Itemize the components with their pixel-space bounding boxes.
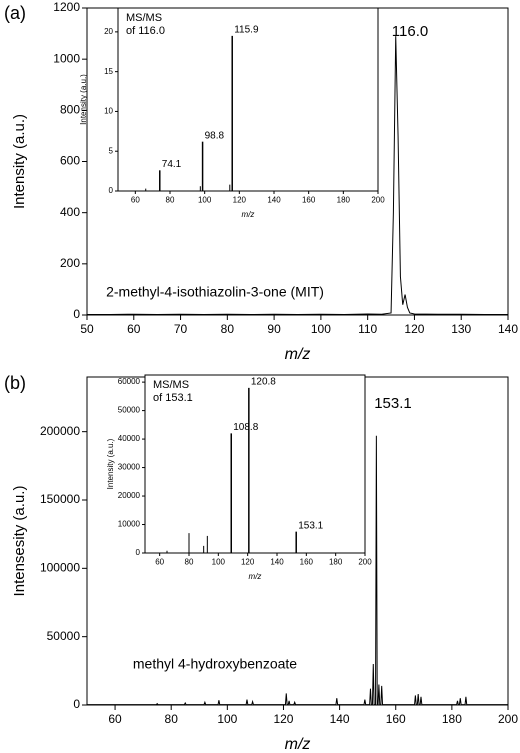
x-tick-label: 140 [498, 322, 518, 336]
x-tick-label: 180 [442, 712, 462, 726]
y-tick-label: 50000 [118, 406, 141, 415]
y-tick-label: 0 [73, 697, 80, 711]
x-tick-label: 130 [451, 322, 471, 336]
x-tick-label: 120 [404, 322, 424, 336]
y-tick-label: 600 [60, 154, 80, 168]
x-tick-label: 120 [241, 558, 255, 567]
x-tick-label: 100 [311, 322, 331, 336]
y-tick-label: 800 [60, 103, 80, 117]
x-tick-label: 180 [337, 196, 351, 205]
peak-label: 115.9 [234, 24, 259, 35]
x-tick-label: 200 [358, 558, 372, 567]
y-axis-label: Intensity (a.u.) [11, 114, 28, 209]
x-tick-label: 180 [329, 558, 343, 567]
y-tick-label: 15 [104, 67, 113, 76]
peak-label: 153.1 [298, 520, 323, 531]
spectrum-line [87, 435, 508, 706]
y-tick-label: 150000 [40, 492, 80, 506]
y-axis-label: Intensity (a.u.) [106, 438, 115, 489]
plot-area [117, 7, 379, 192]
x-tick-label: 80 [166, 196, 175, 205]
inset: 0 5 10 15 20 60 80 100 120 140 160 180 200 m/z Intensi… [79, 7, 385, 219]
x-tick-label: 160 [300, 558, 314, 567]
x-tick-label: 110 [358, 322, 377, 336]
x-tick-label: 80 [221, 322, 235, 336]
y-tick-label: 10 [104, 107, 113, 116]
peak-label: 116.0 [392, 23, 428, 40]
spectrum-line [87, 36, 508, 315]
x-tick-label: 100 [212, 558, 226, 567]
y-tick-label: 20 [104, 27, 113, 36]
peak-label: 120.8 [251, 376, 276, 387]
y-axis-label: Intensity (a.u.) [79, 74, 88, 125]
x-axis-label: m/z [249, 572, 262, 581]
x-axis-label: m/z [242, 210, 255, 219]
y-tick-label: 1000 [53, 51, 80, 65]
y-axis-label: Intensesity (a.u.) [11, 486, 28, 597]
inset-title: of 153.1 [153, 392, 193, 404]
x-tick-label: 60 [131, 196, 140, 205]
x-tick-label: 120 [273, 712, 293, 726]
y-tick-label: 0 [136, 548, 141, 557]
y-tick-label: 10000 [118, 520, 141, 529]
inset-title: of 116.0 [126, 25, 165, 37]
inset-title: MS/MS [153, 379, 189, 391]
y-tick-label: 5 [109, 146, 114, 155]
x-axis-label: m/z [285, 736, 311, 753]
x-tick-label: 80 [165, 712, 179, 726]
peak-label: 74.1 [162, 159, 182, 170]
x-tick-label: 90 [267, 322, 281, 336]
y-tick-label: 0 [109, 186, 114, 195]
panel-label: (a) [4, 3, 26, 23]
y-tick-label: 100000 [40, 561, 80, 575]
peak-label: 98.8 [205, 130, 225, 141]
x-tick-label: 50 [80, 322, 94, 336]
y-tick-label: 200000 [40, 424, 80, 438]
peak-label: 153.1 [374, 395, 412, 412]
x-tick-label: 80 [185, 558, 194, 567]
y-tick-label: 200 [60, 256, 80, 270]
x-tick-label: 120 [233, 196, 247, 205]
compound-name: 2-methyl-4-isothiazolin-3-one (MIT) [106, 284, 324, 300]
x-tick-label: 200 [498, 712, 518, 726]
x-tick-label: 100 [198, 196, 212, 205]
y-tick-label: 0 [73, 307, 80, 321]
y-tick-label: 400 [60, 205, 80, 219]
x-tick-label: 200 [371, 196, 385, 205]
x-tick-label: 140 [267, 196, 281, 205]
x-tick-label: 100 [217, 712, 237, 726]
y-tick-label: 20000 [118, 491, 141, 500]
plot-area [144, 374, 366, 554]
x-axis-label: m/z [285, 346, 311, 363]
x-tick-label: 60 [155, 558, 164, 567]
x-tick-label: 140 [330, 712, 350, 726]
x-tick-label: 160 [386, 712, 406, 726]
x-tick-label: 160 [302, 196, 316, 205]
x-tick-label: 60 [127, 322, 141, 336]
y-tick-label: 50000 [47, 629, 81, 643]
x-tick-label: 60 [108, 712, 122, 726]
peak-label: 108.8 [233, 422, 258, 433]
panel-label: (b) [4, 373, 26, 393]
x-tick-label: 140 [270, 558, 284, 567]
x-tick-label: 70 [174, 322, 188, 336]
inset-title: MS/MS [126, 12, 162, 24]
y-tick-label: 1200 [53, 0, 80, 14]
y-tick-label: 30000 [118, 463, 141, 472]
compound-name: methyl 4-hydroxybenzoate [133, 656, 297, 672]
inset: 0 10000 20000 30000 40000 50000 60000 60 80 100 12… [106, 374, 372, 581]
y-tick-label: 40000 [118, 434, 141, 443]
y-tick-label: 60000 [118, 377, 141, 386]
